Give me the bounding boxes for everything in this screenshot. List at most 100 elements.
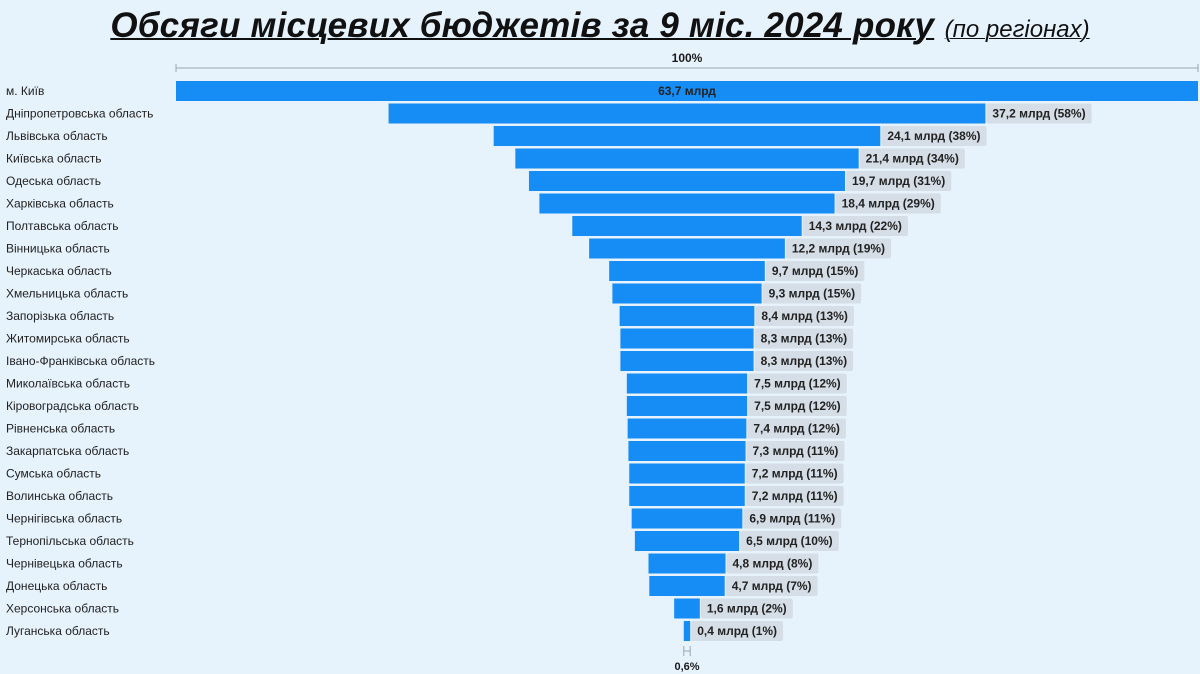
bar [493, 126, 881, 146]
value-label-background [725, 576, 818, 596]
bar [388, 103, 986, 124]
value-label-background [745, 463, 844, 484]
value-label: 7,5 млрд (12%) [754, 399, 841, 413]
value-label: 6,5 млрд (10%) [746, 534, 833, 548]
value-label-background [802, 216, 908, 236]
bars-group: м. Київ 63,7 млрд Дніпропетровська область… [6, 81, 1198, 641]
category-label: Донецька область [6, 579, 107, 593]
value-label: 18,4 млрд (29%) [842, 197, 935, 211]
value-label-background [747, 418, 846, 439]
top-reference-bracket [175, 64, 1199, 72]
value-label: 21,4 млрд (34%) [866, 152, 959, 166]
bottom-reference-bracket [683, 646, 691, 656]
bar [176, 81, 1198, 101]
bar [631, 508, 743, 529]
value-label-background [846, 171, 952, 191]
category-label: Тернопільська область [6, 534, 134, 548]
value-label-background [691, 621, 784, 641]
value-label: 7,3 млрд (11%) [753, 444, 839, 458]
category-label: Луганська область [6, 624, 110, 638]
value-label: 63,7 млрд [658, 84, 716, 98]
category-label: Кіровоградська область [6, 399, 139, 413]
value-label: 0,4 млрд (1%) [697, 624, 777, 638]
bar [626, 396, 748, 416]
bar [628, 441, 746, 461]
bar [612, 283, 762, 304]
value-label: 7,2 млрд (11%) [752, 489, 838, 503]
value-label: 8,4 млрд (13%) [761, 309, 848, 323]
bar [627, 418, 747, 439]
bar [589, 238, 785, 259]
bar [629, 486, 745, 506]
category-label: Закарпатська область [6, 444, 129, 458]
value-label-background [881, 126, 987, 146]
value-label: 9,7 млрд (15%) [772, 264, 859, 278]
value-label: 8,3 млрд (13%) [761, 332, 848, 346]
value-label-background [743, 508, 842, 529]
chart-title-main: Обсяги місцевих бюджетів за 9 міс. 2024 … [110, 6, 935, 45]
value-label: 6,9 млрд (11%) [749, 512, 835, 526]
chart-title: Обсяги місцевих бюджетів за 9 міс. 2024 … [0, 6, 1200, 46]
category-label: м. Київ [6, 84, 44, 98]
category-label: Рівненська область [6, 422, 115, 436]
category-label: Хмельницька область [6, 287, 128, 301]
category-label: Сумська область [6, 467, 101, 481]
bar [649, 576, 725, 596]
category-label: Запорізька область [6, 309, 114, 323]
value-label: 7,5 млрд (12%) [754, 377, 841, 391]
category-label: Київська область [6, 152, 101, 166]
category-label: Вінницька область [6, 242, 110, 256]
bar [515, 148, 859, 169]
category-label: Черкаська область [6, 264, 112, 278]
bar [648, 553, 726, 574]
value-label: 19,7 млрд (31%) [852, 174, 945, 188]
top-reference-label: 100% [672, 51, 703, 65]
value-label-background [755, 306, 854, 326]
value-label-background [762, 283, 862, 304]
value-label-background [765, 261, 865, 281]
category-label: Одеська область [6, 174, 101, 188]
bar [674, 598, 700, 619]
bar [683, 621, 691, 641]
value-label-background [835, 193, 941, 214]
value-label-background [986, 103, 1092, 124]
bar [620, 351, 754, 371]
category-label: Полтавська область [6, 219, 119, 233]
value-label-background [754, 328, 854, 349]
bar [620, 328, 754, 349]
bar [539, 193, 835, 214]
value-label: 7,2 млрд (11%) [752, 467, 838, 481]
value-label: 7,4 млрд (12%) [753, 422, 840, 436]
bar [629, 463, 745, 484]
category-label: Харківська область [6, 197, 114, 211]
chart-title-sub: (по регіонах) [944, 16, 1090, 43]
category-label: Івано-Франківська область [6, 354, 155, 368]
category-label: Дніпропетровська область [6, 107, 153, 121]
bar [626, 373, 748, 394]
value-label-background [785, 238, 892, 259]
value-label: 37,2 млрд (58%) [992, 107, 1085, 121]
value-label: 24,1 млрд (38%) [887, 129, 980, 143]
value-label-background [754, 351, 854, 371]
category-label: Херсонська область [6, 602, 119, 616]
category-label: Чернігівська область [6, 512, 122, 526]
category-label: Львівська область [6, 129, 108, 143]
value-label-background [700, 598, 793, 619]
bottom-reference-label: 0,6% [674, 661, 699, 673]
category-label: Житомирська область [6, 332, 130, 346]
value-label: 14,3 млрд (22%) [809, 219, 902, 233]
value-label: 8,3 млрд (13%) [761, 354, 848, 368]
value-label-background [740, 531, 839, 551]
value-label-background [746, 441, 845, 461]
category-label: Миколаївська область [6, 377, 130, 391]
value-label-background [748, 396, 847, 416]
value-label: 4,8 млрд (8%) [733, 557, 813, 571]
bar [619, 306, 755, 326]
value-label-background [745, 486, 844, 506]
value-label: 4,7 млрд (7%) [732, 579, 812, 593]
bar [634, 531, 740, 551]
bar [609, 261, 765, 281]
category-label: Волинська область [6, 489, 113, 503]
value-label: 9,3 млрд (15%) [769, 287, 856, 301]
